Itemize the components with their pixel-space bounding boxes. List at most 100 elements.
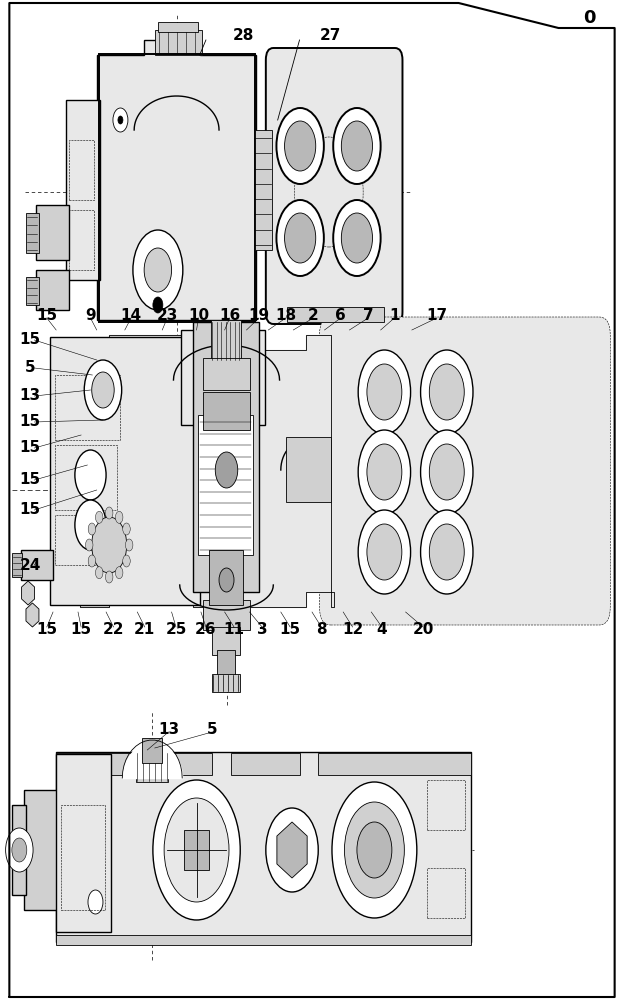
Text: 12: 12 xyxy=(342,622,363,638)
Text: 11: 11 xyxy=(223,622,245,638)
Bar xyxy=(211,320,241,362)
Circle shape xyxy=(113,108,128,132)
Text: 18: 18 xyxy=(275,308,296,322)
Circle shape xyxy=(75,500,106,550)
Circle shape xyxy=(12,838,27,862)
Circle shape xyxy=(429,444,464,500)
Bar xyxy=(212,627,240,655)
Bar xyxy=(26,213,39,253)
Bar xyxy=(203,358,250,390)
Circle shape xyxy=(115,567,123,579)
Bar xyxy=(287,307,384,322)
Bar xyxy=(56,935,471,945)
Text: 15: 15 xyxy=(280,622,301,638)
Polygon shape xyxy=(277,822,307,878)
Bar xyxy=(142,738,162,763)
Circle shape xyxy=(105,507,113,519)
Text: 21: 21 xyxy=(134,622,155,638)
Bar xyxy=(318,753,471,775)
Text: 27: 27 xyxy=(320,27,341,42)
Bar xyxy=(99,54,255,322)
Text: 13: 13 xyxy=(19,388,41,403)
Text: 10: 10 xyxy=(188,308,209,322)
Circle shape xyxy=(153,780,240,920)
Text: 14: 14 xyxy=(120,308,142,322)
Circle shape xyxy=(333,108,381,184)
Circle shape xyxy=(75,450,106,500)
Text: 13: 13 xyxy=(158,722,179,738)
Polygon shape xyxy=(80,335,334,607)
Text: 7: 7 xyxy=(363,308,374,322)
Circle shape xyxy=(118,116,123,124)
Bar xyxy=(69,210,94,270)
Bar xyxy=(158,22,198,32)
Circle shape xyxy=(92,372,114,408)
Circle shape xyxy=(215,452,238,488)
Text: 2: 2 xyxy=(308,308,319,322)
Text: 0: 0 xyxy=(583,9,596,27)
Text: 6: 6 xyxy=(335,308,346,322)
Circle shape xyxy=(421,510,473,594)
Text: 20: 20 xyxy=(412,622,434,638)
Circle shape xyxy=(344,802,404,898)
Bar xyxy=(193,322,259,592)
Bar xyxy=(427,868,465,918)
Text: 1: 1 xyxy=(389,308,399,322)
Bar xyxy=(231,753,300,775)
Circle shape xyxy=(276,108,324,184)
Bar xyxy=(155,30,202,55)
Circle shape xyxy=(88,523,95,535)
Circle shape xyxy=(115,511,123,523)
Text: 23: 23 xyxy=(157,308,178,322)
Bar xyxy=(203,600,250,630)
Text: 15: 15 xyxy=(19,473,41,488)
Text: 19: 19 xyxy=(248,308,270,322)
Bar xyxy=(286,437,331,502)
Circle shape xyxy=(144,248,172,292)
Circle shape xyxy=(357,822,392,878)
Bar xyxy=(209,550,243,605)
Bar xyxy=(56,752,471,942)
Circle shape xyxy=(341,121,373,171)
Text: 15: 15 xyxy=(19,440,41,456)
Bar xyxy=(427,780,465,830)
Circle shape xyxy=(164,798,229,902)
Bar xyxy=(55,515,111,565)
Circle shape xyxy=(88,890,103,914)
Bar xyxy=(50,337,200,605)
Circle shape xyxy=(153,297,163,313)
Text: 8: 8 xyxy=(316,622,327,638)
Text: 25: 25 xyxy=(165,622,187,638)
Bar xyxy=(26,277,39,305)
Circle shape xyxy=(266,808,318,892)
Text: 24: 24 xyxy=(19,558,41,572)
Circle shape xyxy=(421,430,473,514)
Circle shape xyxy=(92,517,127,573)
Circle shape xyxy=(358,350,411,434)
FancyBboxPatch shape xyxy=(266,48,402,324)
Circle shape xyxy=(429,364,464,420)
Circle shape xyxy=(358,510,411,594)
Text: 5: 5 xyxy=(24,360,36,375)
Polygon shape xyxy=(22,581,34,605)
Text: 22: 22 xyxy=(103,622,124,638)
Bar xyxy=(136,752,168,782)
Text: 15: 15 xyxy=(19,332,41,348)
Text: 26: 26 xyxy=(195,622,217,638)
Circle shape xyxy=(125,539,133,551)
Bar xyxy=(56,753,212,775)
Text: 15: 15 xyxy=(19,502,41,518)
Circle shape xyxy=(332,782,417,918)
Bar xyxy=(66,100,100,280)
Circle shape xyxy=(219,568,234,592)
Circle shape xyxy=(421,350,473,434)
Text: 9: 9 xyxy=(85,308,96,322)
Text: 15: 15 xyxy=(71,622,92,638)
Circle shape xyxy=(95,567,103,579)
Circle shape xyxy=(358,430,411,514)
Text: 5: 5 xyxy=(207,722,218,738)
Circle shape xyxy=(367,364,402,420)
FancyBboxPatch shape xyxy=(319,317,610,625)
Circle shape xyxy=(367,444,402,500)
Circle shape xyxy=(6,828,33,872)
